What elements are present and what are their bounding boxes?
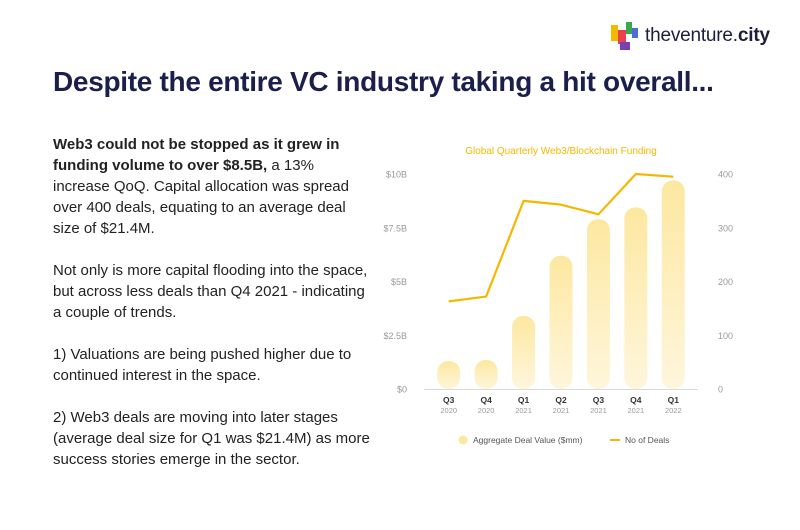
paragraph-1: Web3 could not be stopped as it grew in … bbox=[53, 134, 371, 239]
x-tick-label-quarter: Q3 bbox=[443, 395, 455, 405]
x-tick-label-year: 2020 bbox=[440, 406, 457, 415]
y-left-tick-label: $2.5B bbox=[383, 331, 407, 341]
legend-label-deals: No of Deals bbox=[625, 435, 669, 445]
x-tick-label-quarter: Q1 bbox=[518, 395, 530, 405]
chart-title: Global Quarterly Web3/Blockchain Funding bbox=[465, 146, 657, 157]
y-left-tick-label: $7.5B bbox=[383, 223, 407, 233]
y-right-tick-label: 100 bbox=[718, 331, 733, 341]
x-tick-label-year: 2021 bbox=[553, 406, 570, 415]
x-tick-label-year: 2021 bbox=[590, 406, 607, 415]
legend-label-aggregate: Aggregate Deal Value ($mm) bbox=[473, 435, 583, 445]
legend-bar-swatch bbox=[458, 435, 468, 445]
y-right-tick-label: 200 bbox=[718, 277, 733, 287]
x-tick-label-quarter: Q2 bbox=[555, 395, 567, 405]
bar-aggregate-deal-value bbox=[586, 219, 610, 389]
bar-aggregate-deal-value bbox=[549, 255, 573, 389]
bar-aggregate-deal-value bbox=[512, 315, 536, 389]
paragraph-1-highlight: Web3 could not be stopped as it grew in … bbox=[53, 136, 340, 174]
bar-aggregate-deal-value bbox=[624, 207, 648, 389]
brand-logo: theventure.city bbox=[611, 22, 770, 50]
body-text: Web3 could not be stopped as it grew in … bbox=[53, 134, 371, 491]
bar-aggregate-deal-value bbox=[661, 180, 685, 389]
y-left-tick-label: $0 bbox=[397, 385, 407, 395]
x-tick-label-quarter: Q1 bbox=[668, 395, 680, 405]
venture-city-logo-icon bbox=[611, 22, 638, 50]
bar-aggregate-deal-value bbox=[437, 361, 461, 389]
x-tick-label-year: 2020 bbox=[478, 406, 495, 415]
page-title: Despite the entire VC industry taking a … bbox=[53, 66, 714, 97]
brand-name: theventure.city bbox=[645, 25, 770, 46]
bar-aggregate-deal-value bbox=[474, 359, 498, 389]
paragraph-1-text: a 13% increase QoQ. Capital allocation w… bbox=[53, 157, 349, 237]
y-left-tick-label: $5B bbox=[391, 277, 407, 287]
x-tick-label-year: 2021 bbox=[628, 406, 645, 415]
y-right-tick-label: 400 bbox=[718, 170, 733, 180]
y-right-tick-label: 0 bbox=[718, 385, 723, 395]
x-tick-label-quarter: Q4 bbox=[480, 395, 492, 405]
paragraph-2: Not only is more capital flooding into t… bbox=[53, 262, 368, 321]
paragraph-4: 2) Web3 deals are moving into later stag… bbox=[53, 409, 370, 468]
x-tick-label-quarter: Q3 bbox=[593, 395, 605, 405]
y-left-tick-label: $10B bbox=[386, 170, 407, 180]
x-tick-label-year: 2022 bbox=[665, 406, 682, 415]
y-right-tick-label: 300 bbox=[718, 223, 733, 233]
paragraph-3: 1) Valuations are being pushed higher du… bbox=[53, 346, 352, 384]
x-tick-label-quarter: Q4 bbox=[630, 395, 642, 405]
funding-chart: Global Quarterly Web3/Blockchain Funding… bbox=[383, 146, 733, 445]
x-tick-label-year: 2021 bbox=[515, 406, 532, 415]
